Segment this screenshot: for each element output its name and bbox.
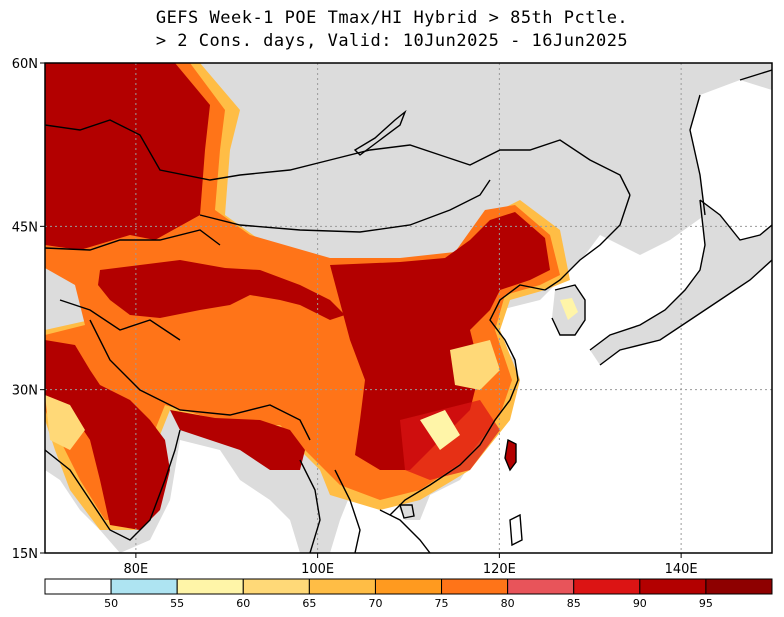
colorbar-swatch xyxy=(507,578,575,595)
probability-fill xyxy=(45,63,578,530)
colorbar-swatch xyxy=(242,578,310,595)
coastlines-borders xyxy=(45,69,772,553)
colorbar-swatch xyxy=(176,578,244,595)
colorbar-swatch xyxy=(374,578,443,595)
colorbar-label: 50 xyxy=(104,597,118,610)
map-title-line2: > 2 Cons. days, Valid: 10Jun2025 - 16Jun… xyxy=(155,31,629,51)
colorbar-swatch xyxy=(705,578,773,595)
map-title-line1: GEFS Week-1 POE Tmax/HI Hybrid > 85th Pc… xyxy=(155,8,629,28)
colorbar-swatch xyxy=(110,578,178,595)
colorbar-label: 95 xyxy=(699,597,713,610)
lat-tick-label: 45N xyxy=(12,220,38,235)
lat-tick-label: 60N xyxy=(12,57,38,72)
colorbar-swatch xyxy=(573,578,641,595)
colorbar-label: 65 xyxy=(302,597,316,610)
lon-tick-label: 80E xyxy=(123,562,148,577)
colorbar-label: 55 xyxy=(170,597,184,610)
lat-tick-label: 30N xyxy=(12,384,38,399)
lon-tick-label: 120E xyxy=(483,562,516,577)
colorbar-label: 70 xyxy=(368,597,382,610)
lon-tick-label: 140E xyxy=(665,562,698,577)
colorbar-swatch xyxy=(308,578,376,595)
colorbar-label: 90 xyxy=(633,597,647,610)
colorbar-swatch xyxy=(44,578,112,595)
map-layers xyxy=(45,63,772,553)
axis-ticks: 80E 100E 120E 140E 60N 45N 30N 15N xyxy=(12,57,698,577)
lat-tick-label: 15N xyxy=(12,547,38,562)
colorbar-swatch xyxy=(639,578,707,595)
colorbar-swatch xyxy=(441,578,509,595)
colorbar-label: 85 xyxy=(567,597,581,610)
colorbar-label: 60 xyxy=(236,597,250,610)
map-frame xyxy=(44,62,773,554)
gridlines xyxy=(45,63,772,553)
colorbar-label: 80 xyxy=(501,597,515,610)
lon-tick-label: 100E xyxy=(301,562,334,577)
colorbar: 50 55 60 65 70 75 80 85 90 95 xyxy=(44,578,773,610)
colorbar-label: 75 xyxy=(435,597,449,610)
